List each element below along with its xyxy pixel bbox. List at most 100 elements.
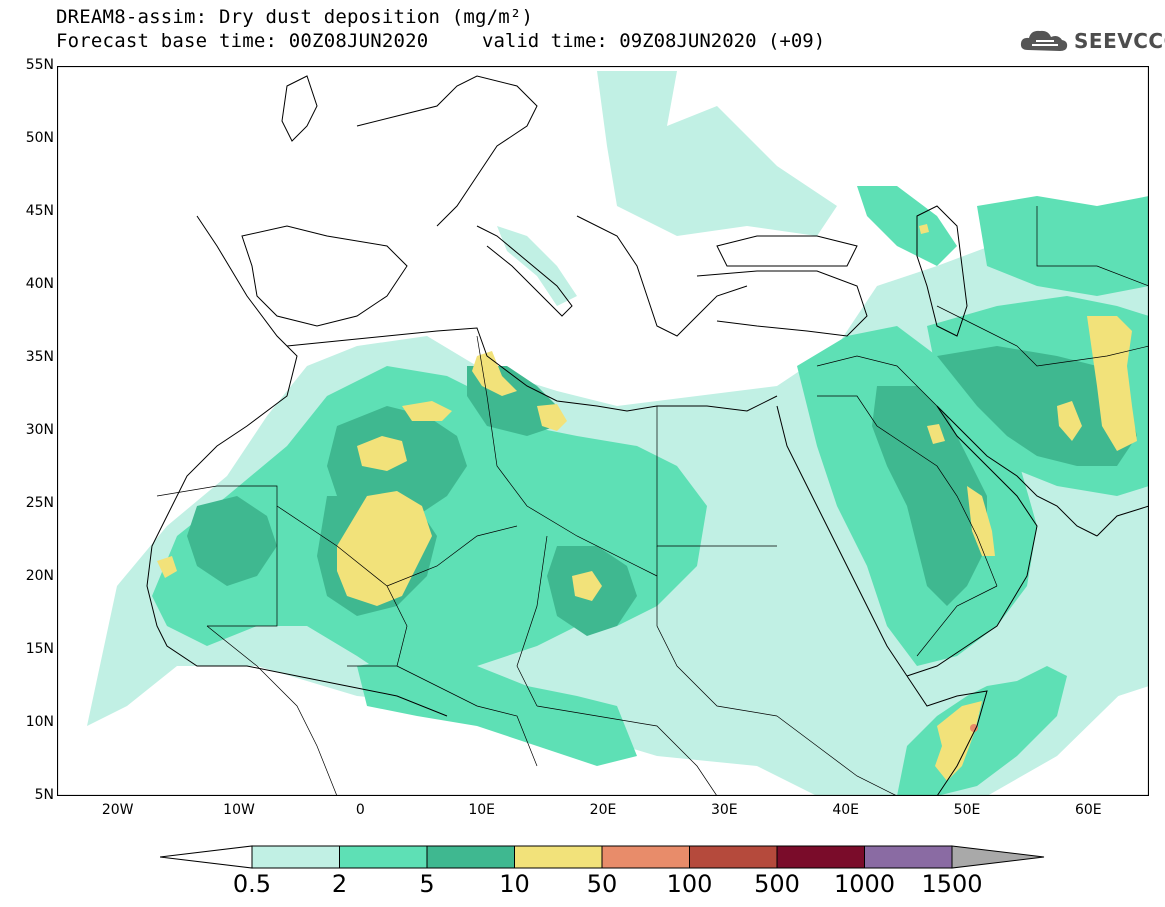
latitude-label: 45N xyxy=(25,203,54,219)
border-saudi xyxy=(817,395,998,587)
dust-level-100-somalia-spot xyxy=(970,724,978,732)
dust-level-5-iran xyxy=(937,346,1137,466)
longitude-label: 20E xyxy=(589,802,617,818)
longitude-label: 50E xyxy=(953,802,981,818)
colorbar-label: 50 xyxy=(586,870,618,898)
dust-level-10-tunisia xyxy=(472,351,517,396)
coast-red-sea xyxy=(776,405,908,677)
border-libya xyxy=(476,335,658,577)
colorbar-cell xyxy=(251,845,340,869)
colorbar-cell xyxy=(689,845,778,869)
dust-level-10-somalia xyxy=(935,701,982,781)
border-mauritania xyxy=(156,485,278,627)
colorbar-extend-low xyxy=(160,845,253,869)
border-iran xyxy=(936,305,1149,367)
latitude-label: 35N xyxy=(25,349,54,365)
longitude-label: 30E xyxy=(710,802,738,818)
colorbar xyxy=(160,845,1045,869)
dust-level-0-5-europe xyxy=(597,71,837,236)
coast-iberia xyxy=(241,225,408,327)
coast-balkans-greece xyxy=(576,215,748,337)
border-nigeria xyxy=(396,665,538,767)
coast-caspian xyxy=(916,205,968,337)
border-sudan xyxy=(656,546,778,717)
border-chad xyxy=(516,535,548,707)
dust-level-10-senegal xyxy=(157,556,177,578)
colorbar-extend-high xyxy=(951,845,1045,869)
colorbar-cell xyxy=(776,845,865,869)
longitude-label: 10W xyxy=(223,802,255,818)
colorbar-cell xyxy=(601,845,690,869)
dust-level-10-caspian xyxy=(919,224,929,234)
coast-uk xyxy=(281,75,318,142)
dust-level-5-mauritania xyxy=(187,496,277,586)
forecast-base-time: Forecast base time: 00Z08JUN2020 xyxy=(56,30,429,52)
colorbar-label: 100 xyxy=(666,870,713,898)
cloud-icon xyxy=(1020,30,1068,51)
dust-level-2-caspian xyxy=(857,186,957,266)
colorbar-label: 1000 xyxy=(833,870,896,898)
colorbar-label: 1500 xyxy=(921,870,983,898)
colorbar-cell xyxy=(339,845,428,869)
dust-deposition-map xyxy=(57,66,1149,796)
dust-level-10-chad xyxy=(572,571,602,601)
latitude-label: 50N xyxy=(25,130,54,146)
longitude-label: 0 xyxy=(355,802,365,818)
coast-europe-north xyxy=(356,75,538,227)
border-west-africa xyxy=(206,625,338,796)
colorbar-cell xyxy=(514,845,603,869)
dust-level-10-libya xyxy=(537,404,567,431)
colorbar-label: 5 xyxy=(419,870,435,898)
dust-level-10-iran-2 xyxy=(1057,401,1082,441)
colorbar-label: 0.5 xyxy=(232,870,272,898)
latitude-label: 30N xyxy=(25,422,54,438)
dust-level-10-gulf xyxy=(967,486,995,556)
latitude-label: 25N xyxy=(25,495,54,511)
longitude-label: 40E xyxy=(832,802,859,818)
colorbar-label: 2 xyxy=(331,870,348,898)
latitude-label: 10N xyxy=(25,714,54,730)
longitude-label: 60E xyxy=(1074,802,1102,818)
longitude-label: 20W xyxy=(101,802,134,818)
logo-text: SEEVCCC xyxy=(1074,29,1165,53)
colorbar-cells xyxy=(251,845,953,869)
latitude-label: 5N xyxy=(34,787,54,803)
coast-black-sea xyxy=(716,235,858,267)
latitude-label: 15N xyxy=(25,641,54,657)
latitude-label: 40N xyxy=(25,276,54,292)
coast-africa-west xyxy=(146,215,448,717)
latitude-label: 55N xyxy=(25,57,54,73)
colorbar-label: 10 xyxy=(499,870,530,898)
longitude-label: 10E xyxy=(468,802,495,818)
border-yemen xyxy=(916,585,998,657)
border-ethiopia xyxy=(776,715,898,796)
colorbar-cell xyxy=(426,845,515,869)
coast-turkey xyxy=(696,270,868,337)
border-kazakh xyxy=(1036,206,1149,287)
border-algeria-niger xyxy=(386,525,518,587)
coast-med-south xyxy=(286,327,778,412)
dust-level-10-algeria-ne xyxy=(402,401,452,421)
coast-persian-gulf xyxy=(936,405,1098,537)
coastlines xyxy=(146,75,1149,796)
border-iraq xyxy=(816,355,938,407)
coast-italy xyxy=(476,225,573,317)
dust-level-10-iran xyxy=(1087,316,1137,451)
dust-level-10-kuwait xyxy=(927,424,945,444)
coast-arabia-east xyxy=(906,405,1038,677)
country-borders xyxy=(156,206,1149,796)
dust-level-5-arabia xyxy=(872,386,987,606)
latitude-label: 20N xyxy=(25,568,54,584)
border-mali xyxy=(276,505,408,667)
colorbar-cell xyxy=(864,845,953,869)
dust-level-10-algeria-north xyxy=(357,436,407,471)
coast-horn xyxy=(906,675,988,796)
coast-arabian-sea xyxy=(1096,505,1149,537)
dust-contours xyxy=(87,71,1149,796)
seevccc-logo: SEEVCCC xyxy=(1018,26,1165,56)
valid-time: valid time: 09Z08JUN2020 (+09) xyxy=(482,30,826,52)
dust-level-2-caucasus xyxy=(977,196,1149,296)
map-frame xyxy=(57,66,1149,796)
border-central-africa xyxy=(536,705,718,796)
colorbar-label: 500 xyxy=(754,870,800,898)
